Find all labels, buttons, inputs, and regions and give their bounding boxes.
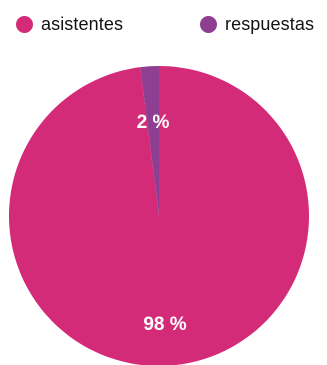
legend-label-respuestas: respuestas (225, 14, 315, 34)
pie-slice-respuestas[interactable] (140, 66, 159, 216)
data-label-asistentes: 98 % (143, 314, 186, 335)
legend-swatch-respuestas (200, 16, 217, 33)
legend-item-respuestas[interactable]: respuestas (200, 14, 314, 35)
data-label-respuestas: 2 % (137, 112, 170, 133)
pie-slice-asistentes[interactable] (9, 66, 309, 365)
legend-swatch-asistentes (16, 16, 33, 33)
legend-label-asistentes: asistentes (41, 14, 124, 34)
chart-legend: asistentes respuestas (0, 10, 327, 44)
legend-item-asistentes[interactable]: asistentes (16, 14, 123, 35)
